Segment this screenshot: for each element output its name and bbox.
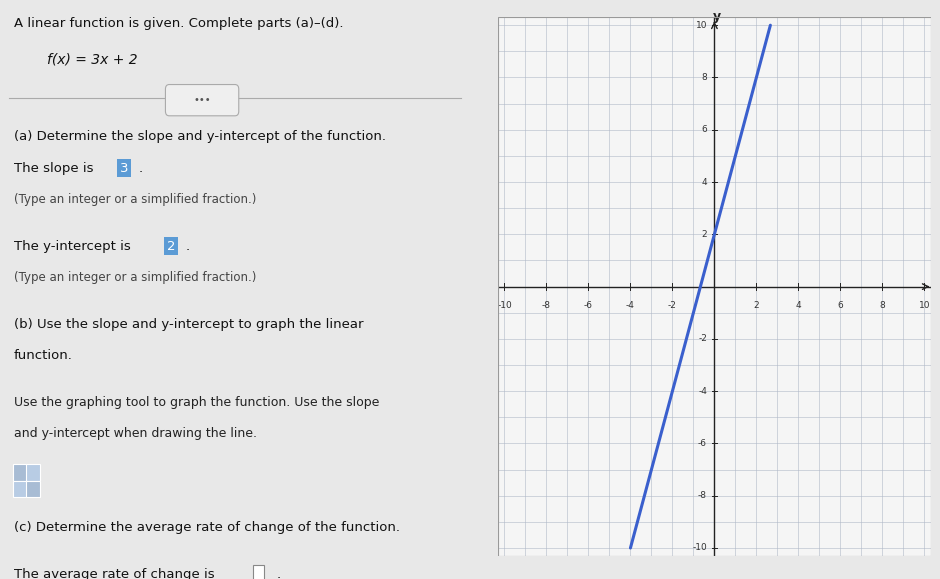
Text: -8: -8 (542, 301, 551, 310)
Text: Use the graphing tool to graph the function. Use the slope: Use the graphing tool to graph the funct… (14, 396, 380, 409)
Text: The slope is: The slope is (14, 162, 98, 174)
Text: 3: 3 (120, 162, 129, 174)
Text: 2: 2 (754, 301, 760, 310)
Text: -2: -2 (668, 301, 677, 310)
Text: (a) Determine the slope and y-intercept of the function.: (a) Determine the slope and y-intercept … (14, 130, 386, 143)
Text: 8: 8 (701, 73, 707, 82)
Text: (Type an integer or a simplified fraction.): (Type an integer or a simplified fractio… (14, 193, 257, 206)
FancyBboxPatch shape (165, 85, 239, 116)
Text: -2: -2 (698, 335, 707, 343)
Text: 10: 10 (696, 21, 707, 30)
Text: function.: function. (14, 349, 73, 362)
Text: .: . (139, 162, 143, 174)
Text: (Type an integer or a simplified fraction.): (Type an integer or a simplified fractio… (14, 271, 257, 284)
Text: 2: 2 (167, 240, 176, 252)
Text: and y-intercept when drawing the line.: and y-intercept when drawing the line. (14, 427, 258, 440)
Text: 10: 10 (918, 301, 930, 310)
FancyBboxPatch shape (13, 464, 26, 481)
FancyBboxPatch shape (26, 464, 39, 481)
Text: -8: -8 (698, 491, 707, 500)
Text: .: . (276, 568, 280, 579)
Text: -10: -10 (692, 544, 707, 552)
Text: -10: -10 (497, 301, 512, 310)
Text: 8: 8 (880, 301, 885, 310)
FancyBboxPatch shape (26, 481, 39, 497)
Text: f(x) = 3x + 2: f(x) = 3x + 2 (47, 52, 137, 66)
Text: A linear function is given. Complete parts (a)–(d).: A linear function is given. Complete par… (14, 17, 344, 30)
Text: The average rate of change is: The average rate of change is (14, 568, 219, 579)
Text: -4: -4 (626, 301, 635, 310)
Text: (c) Determine the average rate of change of the function.: (c) Determine the average rate of change… (14, 521, 400, 534)
Text: -4: -4 (698, 387, 707, 395)
Text: y: y (713, 10, 721, 23)
Text: 6: 6 (701, 125, 707, 134)
Text: -6: -6 (584, 301, 593, 310)
Text: •••: ••• (194, 95, 211, 105)
Text: .: . (186, 240, 190, 252)
Text: 2: 2 (701, 230, 707, 239)
FancyBboxPatch shape (13, 481, 26, 497)
Text: -6: -6 (698, 439, 707, 448)
Text: 4: 4 (701, 178, 707, 186)
Text: (b) Use the slope and y-intercept to graph the linear: (b) Use the slope and y-intercept to gra… (14, 318, 364, 331)
Text: The y-intercept is: The y-intercept is (14, 240, 135, 252)
Text: 4: 4 (795, 301, 801, 310)
Text: 6: 6 (838, 301, 843, 310)
